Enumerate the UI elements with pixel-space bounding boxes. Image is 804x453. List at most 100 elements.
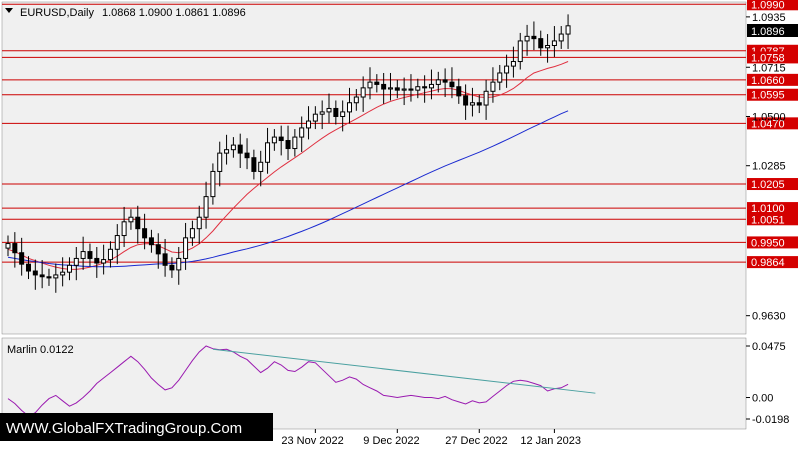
candle-body-37 (258, 161, 264, 172)
candle-body-5 (39, 274, 45, 278)
candle-body-4 (32, 270, 38, 276)
level-label-4: 1.0595 (751, 90, 785, 102)
candle-body-50 (347, 102, 352, 113)
candle-body-21 (148, 237, 154, 246)
chart-symbol-label: EURUSD,Daily (20, 7, 94, 19)
candle-body-72 (497, 72, 503, 83)
candle-body-70 (483, 90, 489, 106)
level-label-bg-0 (747, 0, 798, 11)
price-tick-label-1: 1.0715 (752, 62, 786, 74)
candle-body-29 (203, 196, 209, 218)
level-label-bg-4 (747, 88, 798, 101)
candle-body-51 (353, 96, 359, 104)
candle-body-10 (73, 257, 79, 266)
level-label-3: 1.0660 (751, 75, 785, 87)
candle-body-16 (114, 235, 120, 250)
candle-body-63 (435, 79, 441, 85)
candle-body-80 (551, 40, 557, 47)
main-plot-area[interactable] (1, 1, 747, 335)
candle-body-25 (176, 257, 182, 271)
candle-body-22 (155, 244, 161, 255)
level-label-8: 1.0051 (751, 214, 785, 226)
current-price-label-bg (747, 24, 798, 37)
candle-body-55 (381, 83, 387, 90)
symbol-dropdown-icon[interactable] (5, 8, 13, 13)
oscillator-title: Marlin 0.0122 (7, 344, 74, 356)
candle-body-59 (408, 88, 414, 91)
candle-body-32 (224, 149, 230, 154)
candle-body-31 (217, 152, 223, 172)
moving-average-fast (7, 61, 569, 270)
candle-body-81 (558, 33, 564, 42)
candle-body-2 (19, 252, 25, 265)
price-tick-label-2: 1.0500 (752, 111, 786, 123)
level-label-0: 1.0990 (751, 0, 785, 11)
candle-body-57 (394, 87, 400, 91)
candle-body-62 (428, 83, 434, 89)
time-tick-label-0: 23 Nov 2022 (281, 435, 343, 447)
candle-body-44 (306, 120, 312, 129)
candle-body-28 (196, 216, 202, 230)
candle-body-38 (265, 142, 271, 163)
candle-body-42 (292, 136, 298, 150)
level-label-bg-9 (747, 236, 798, 249)
price-tick-label-0: 1.0935 (752, 12, 786, 24)
level-label-2: 1.0758 (751, 52, 785, 64)
watermark-text: WWW.GlobalFXTradingGroup.Com (6, 420, 242, 437)
candle-body-20 (142, 228, 148, 239)
level-label-bg-6 (747, 178, 798, 191)
candle-body-33 (230, 144, 236, 151)
candle-body-34 (237, 144, 243, 154)
candle-body-3 (25, 263, 31, 272)
level-label-10: 0.9864 (751, 257, 785, 269)
candle-body-77 (531, 35, 537, 40)
osc-tick-label-0: 0.0475 (752, 341, 786, 353)
chart-ohlc-values: 1.0868 1.0900 1.0861 1.0896 (102, 7, 246, 19)
level-label-bg-2 (747, 51, 798, 64)
candle-body-67 (463, 95, 469, 106)
candle-body-66 (456, 86, 462, 97)
candle-body-11 (80, 251, 86, 259)
osc-tick-label-1: 0.00 (752, 393, 773, 405)
candle-body-36 (251, 157, 257, 172)
candle-body-23 (162, 253, 168, 266)
candle-body-24 (169, 264, 175, 271)
candle-body-53 (367, 81, 373, 89)
candle-body-52 (360, 87, 366, 98)
candle-body-35 (244, 152, 250, 159)
candle-body-15 (107, 248, 113, 261)
candle-body-74 (510, 61, 516, 67)
candle-body-47 (326, 107, 332, 113)
time-tick-label-1: 9 Dec 2022 (363, 435, 419, 447)
candle-body-9 (66, 264, 72, 273)
candle-body-65 (449, 81, 455, 88)
candle-body-45 (312, 113, 318, 122)
level-label-bg-10 (747, 256, 798, 269)
candle-body-1 (12, 243, 18, 254)
candle-body-7 (53, 274, 59, 279)
candle-body-40 (278, 136, 284, 142)
candle-body-69 (476, 102, 482, 106)
current-price-label: 1.0896 (751, 26, 785, 38)
candle-body-26 (183, 237, 189, 259)
candle-body-6 (46, 276, 52, 279)
candle-body-17 (121, 221, 127, 237)
candle-body-75 (517, 40, 523, 63)
candle-body-58 (401, 88, 407, 91)
level-label-bg-5 (747, 117, 798, 130)
candle-body-43 (299, 127, 305, 138)
marlin-trendline (212, 348, 596, 394)
candle-body-41 (285, 140, 291, 150)
candle-body-12 (87, 251, 93, 259)
candle-body-61 (422, 86, 428, 89)
level-label-bg-3 (747, 73, 798, 86)
candle-body-46 (319, 111, 325, 115)
candle-body-18 (128, 216, 134, 223)
candle-body-56 (387, 87, 393, 90)
candle-body-73 (504, 65, 510, 74)
price-tick-label-4: 0.9630 (752, 311, 786, 323)
level-label-bg-8 (747, 213, 798, 226)
candle-body-79 (545, 45, 551, 49)
candle-body-78 (538, 38, 544, 49)
